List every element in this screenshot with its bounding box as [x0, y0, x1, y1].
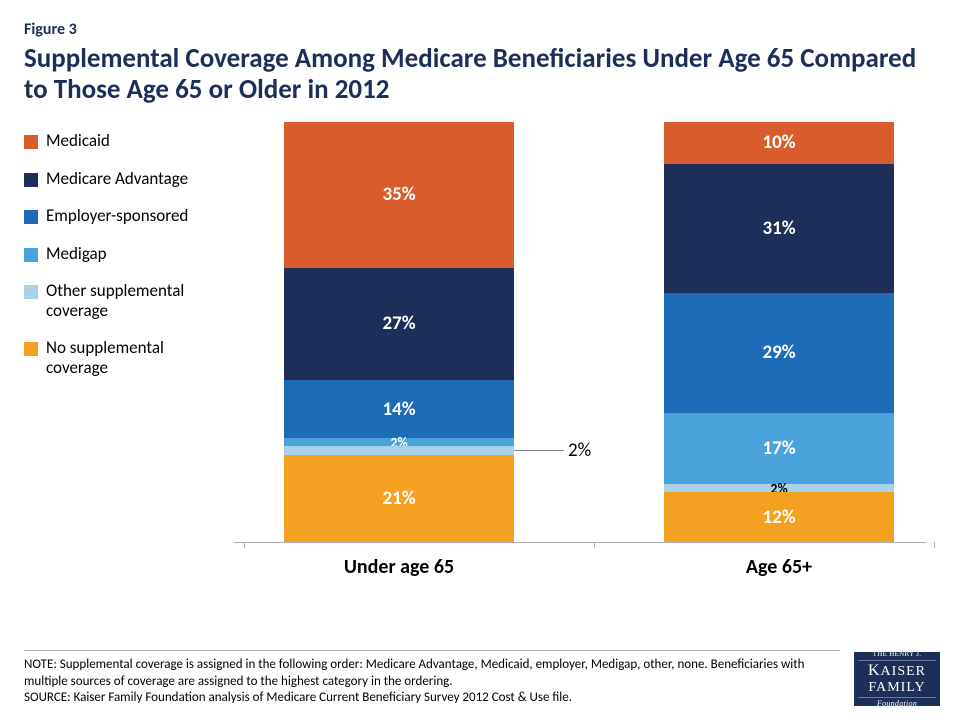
figure-number: Figure 3 — [24, 20, 936, 39]
legend-swatch — [24, 248, 38, 262]
chart-title: Supplemental Coverage Among Medicare Ben… — [24, 43, 936, 105]
bar-segment-employer_sponsored: 14% — [284, 380, 514, 438]
bar-segment-other_supplemental — [284, 446, 514, 454]
legend-label: Medicare Advantage — [46, 169, 188, 189]
bar-segment-medicare_advantage: 31% — [664, 164, 894, 293]
bar-segment-medicaid: 35% — [284, 122, 514, 268]
legend-label: Employer-sponsored — [46, 206, 188, 226]
bar-segment-medigap: 17% — [664, 413, 894, 484]
legend-swatch — [24, 285, 38, 299]
logo-mid2: FAMILY — [858, 680, 936, 696]
logo-top: THE HENRY J. — [858, 650, 936, 661]
legend-swatch — [24, 342, 38, 356]
axis-tick — [934, 542, 935, 548]
bar: 35%27%14%2% 21% — [284, 122, 514, 542]
legend-item: Medicaid — [24, 131, 224, 151]
bar-segment-no_supplemental: 12% — [664, 492, 894, 542]
footer-source: SOURCE: Kaiser Family Foundation analysi… — [24, 690, 840, 706]
bar-segment-medicaid: 10% — [664, 122, 894, 164]
bar-segment-other_supplemental: 2% — [664, 484, 894, 492]
x-axis-label: Under age 65 — [284, 555, 514, 579]
axis-tick — [244, 542, 245, 548]
logo-bottom: Foundation — [858, 697, 936, 708]
kff-logo: THE HENRY J. KAISER FAMILY Foundation — [854, 652, 940, 706]
plot: 2%35%27%14%2%21%10%31%29%17%2%12% — [234, 123, 926, 543]
legend-swatch — [24, 135, 38, 149]
x-axis-label: Age 65+ — [664, 555, 894, 579]
bar-segment-medicare_advantage: 27% — [284, 268, 514, 380]
legend-swatch — [24, 210, 38, 224]
legend-label: Medicaid — [46, 131, 110, 151]
bar-segment-medigap: 2% — [284, 438, 514, 446]
legend: Medicaid Medicare Advantage Employer-spons… — [24, 123, 224, 395]
bar-stack: 10%31%29%17%2%12% — [664, 122, 894, 542]
legend-item: Medigap — [24, 244, 224, 264]
chart-area: 2%35%27%14%2%21%10%31%29%17%2%12% Under … — [224, 123, 936, 588]
logo-mid1: KAISER — [858, 662, 936, 680]
chart-row: Medicaid Medicare Advantage Employer-spons… — [24, 123, 936, 588]
footer-note: NOTE: Supplemental coverage is assigned … — [24, 657, 840, 690]
legend-item: Employer-sponsored — [24, 206, 224, 226]
legend-label: Other supplemental coverage — [46, 281, 224, 320]
bar: 10%31%29%17%2%12% — [664, 122, 894, 542]
callout-label: 2% — [568, 439, 591, 462]
legend-item: No supplemental coverage — [24, 338, 224, 377]
bar-segment-employer_sponsored: 29% — [664, 293, 894, 414]
axis-tick — [594, 542, 595, 548]
callout-line — [514, 450, 564, 451]
legend-label: No supplemental coverage — [46, 338, 224, 377]
legend-item: Medicare Advantage — [24, 169, 224, 189]
legend-label: Medigap — [46, 244, 107, 264]
bar-stack: 35%27%14%2% 21% — [284, 122, 514, 542]
legend-item: Other supplemental coverage — [24, 281, 224, 320]
bar-segment-no_supplemental: 21% — [284, 455, 514, 542]
footer: NOTE: Supplemental coverage is assigned … — [24, 650, 840, 706]
legend-swatch — [24, 173, 38, 187]
